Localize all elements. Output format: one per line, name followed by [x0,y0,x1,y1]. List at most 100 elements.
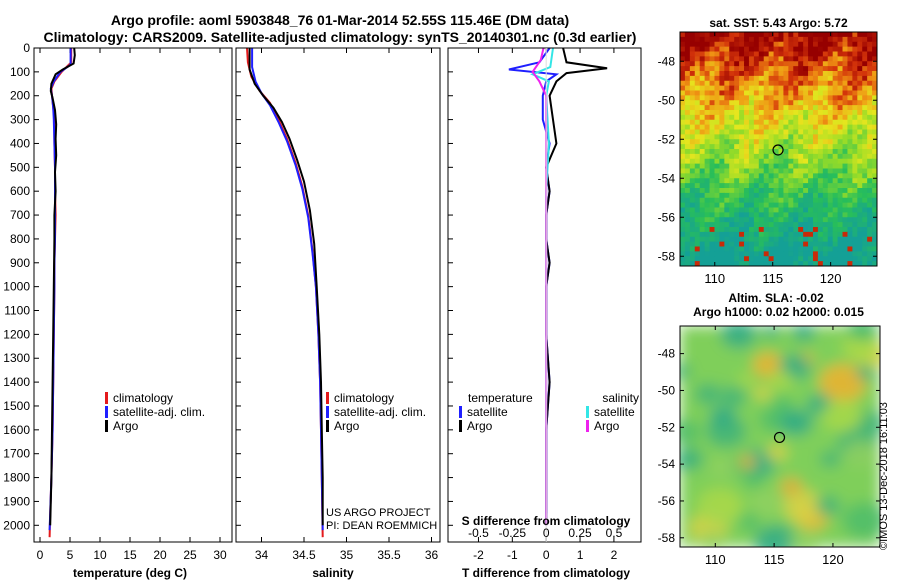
sst-cell [832,61,839,67]
x-tick-label: 5 [67,548,74,562]
sst-cell [734,222,740,228]
sst-cell [724,144,730,150]
sst-cell [862,105,868,111]
sst-cell [758,71,765,77]
sst-cell [793,139,799,145]
sst-cell [768,134,775,140]
sst-cell [704,139,711,145]
sst-cell [714,251,720,257]
sst-cell [808,144,814,150]
sst-cell [748,183,755,189]
temperature-panel: 0100200300400500600700800900100011001200… [3,41,233,562]
y-tick-label: 1500 [3,399,30,413]
sst-cell [842,36,849,43]
sst-cell [817,241,824,248]
sst-cell [768,36,775,43]
sst-cell [734,119,740,126]
sst-cell [768,100,775,106]
sst-cell [842,90,849,96]
sst-cell [734,149,740,155]
sst-cell [857,134,863,140]
sst-cell [808,114,814,121]
sst-cell [817,36,824,43]
sst-cell [867,105,873,111]
sst-cell [739,144,745,150]
sst-cell [808,241,814,248]
legend-label: climatology [113,391,173,405]
sst-cell [719,188,725,194]
sst-cell [832,212,839,218]
sst-cell [793,100,799,106]
sst-cell [867,261,873,266]
sst-cell [719,202,725,209]
sst-cell [872,114,877,121]
sst-cell [857,75,863,82]
sla-blob [842,502,880,539]
sst-cell [832,192,839,199]
sst-cell [699,202,706,209]
sst-cell [827,153,834,160]
sst-cell [699,197,706,204]
sst-cell [724,212,730,218]
sst-cell [827,90,834,96]
sst-cell [798,222,804,228]
sst-cell [739,256,745,262]
sst-cell [847,173,853,179]
sst-cell [719,61,725,67]
y-tick-label: 1200 [3,327,30,341]
sla-blob [768,370,794,391]
x-tick-label: 36 [425,548,439,562]
sst-cell [788,149,794,155]
sst-cell [719,178,725,184]
sst-cell [719,197,725,204]
sst-cell [798,71,804,77]
sst-cell [808,75,814,82]
sst-cell [719,173,725,179]
sst-cell [817,61,824,67]
legend-label: Argo [113,419,139,433]
sst-cell [680,212,686,218]
sst-cell [837,134,844,140]
sst-cell [872,139,877,145]
sst-cell [694,100,701,106]
sst-cell [699,217,706,223]
sst-cell [847,90,853,96]
sst-cell [763,80,770,87]
sst-cell [783,36,789,43]
sst-cell [842,168,849,174]
sst-cell [709,32,716,38]
sst-cell [798,183,804,189]
sst-cell [729,90,735,96]
sst-cell [704,251,711,257]
sst-cell [842,192,849,199]
sst-cell [744,231,750,238]
sst-cell [852,80,858,87]
sst-cell [734,231,740,238]
sst-cell [689,202,696,209]
sst-cell [822,251,829,257]
sst-cell [872,227,877,233]
sst-cell [837,202,844,209]
sst-cell [689,197,696,204]
sst-cell [808,105,814,111]
sst-cell [872,246,877,252]
sst-cell [822,256,829,262]
sst-cell [817,188,824,194]
sst-cell [719,110,725,116]
sst-cell [744,32,750,38]
sst-cell [724,46,730,53]
sst-cell [867,134,873,140]
sst-cell [803,105,809,111]
sst-cell [803,222,809,228]
sst-cell [812,66,819,72]
sst-cell [753,188,760,194]
sst-cell [739,222,745,228]
sst-cell [783,192,789,199]
sst-cell [862,134,868,140]
sst-cell [793,95,799,101]
sst-cell [798,46,804,53]
sst-cell [739,51,745,57]
sst-cell [862,153,868,160]
sst-cell [684,158,691,165]
sst-cell [744,261,750,266]
